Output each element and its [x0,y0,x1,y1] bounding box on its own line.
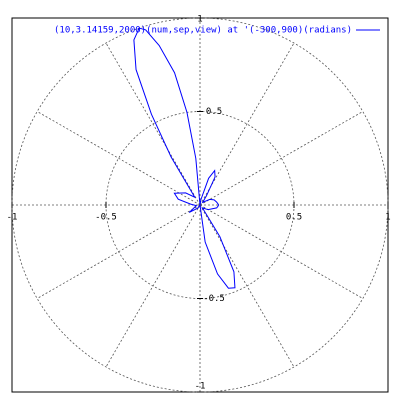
x-tick-label: 0.5 [286,213,302,223]
y-tick-label: 1 [197,15,202,25]
y-tick-label: -0.5 [203,294,225,304]
radial-grid-line [199,111,364,206]
radial-grid-line [199,42,295,206]
x-tick-label: -0.5 [95,213,117,223]
radial-grid-line [36,111,201,206]
x-tick-label: 1 [385,213,390,223]
legend-label: (10,3.14159,2000)(num,sep,view) at '(-30… [54,26,352,36]
radial-grid-line [105,42,201,206]
y-tick-label: 0.5 [206,107,222,117]
polar-line [133,27,236,289]
y-tick-label: -1 [195,382,206,392]
x-tick-label: -1 [7,213,18,223]
